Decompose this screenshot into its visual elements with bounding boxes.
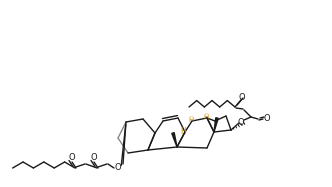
Text: O: O (91, 154, 97, 163)
Polygon shape (214, 118, 218, 132)
Text: O: O (239, 93, 245, 102)
Text: O: O (69, 154, 75, 163)
Text: H: H (180, 126, 186, 136)
Text: Ḧ: Ḧ (204, 114, 208, 120)
Text: O: O (264, 114, 270, 122)
Text: O: O (238, 117, 244, 126)
Text: Ḧ: Ḧ (188, 117, 194, 123)
Text: O: O (115, 163, 121, 172)
Polygon shape (172, 133, 177, 147)
